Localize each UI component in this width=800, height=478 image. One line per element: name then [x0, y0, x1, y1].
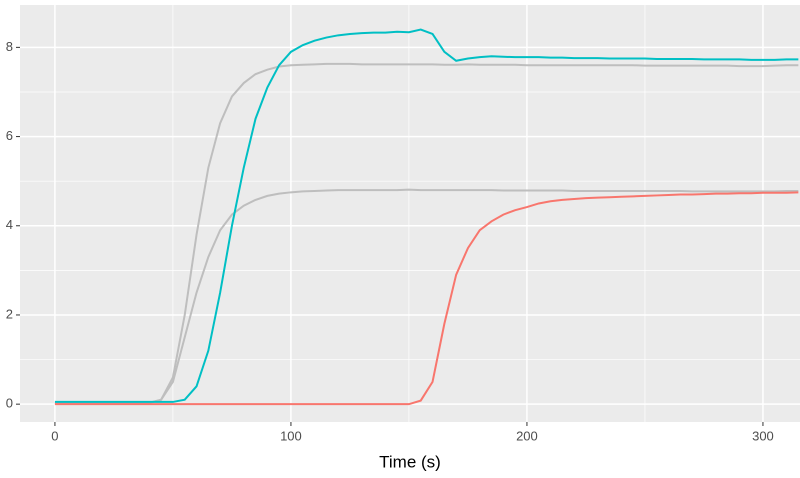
x-tick-label: 200: [516, 428, 538, 443]
x-tick-label: 100: [280, 428, 302, 443]
series-line: [54, 62, 799, 404]
series-line: [54, 191, 799, 406]
x-axis-title: Time (s): [379, 452, 441, 471]
panel: [20, 5, 800, 422]
y-tick-label: 2: [6, 306, 13, 321]
series-line: [54, 188, 799, 404]
x-tick-label: 0: [51, 428, 58, 443]
y-tick-label: 0: [6, 396, 13, 411]
x-tick-label: 300: [752, 428, 774, 443]
y-tick-label: 4: [6, 217, 13, 232]
y-tick-label: 6: [6, 128, 13, 143]
series-line: [54, 28, 799, 403]
y-tick-label: 8: [6, 39, 13, 54]
